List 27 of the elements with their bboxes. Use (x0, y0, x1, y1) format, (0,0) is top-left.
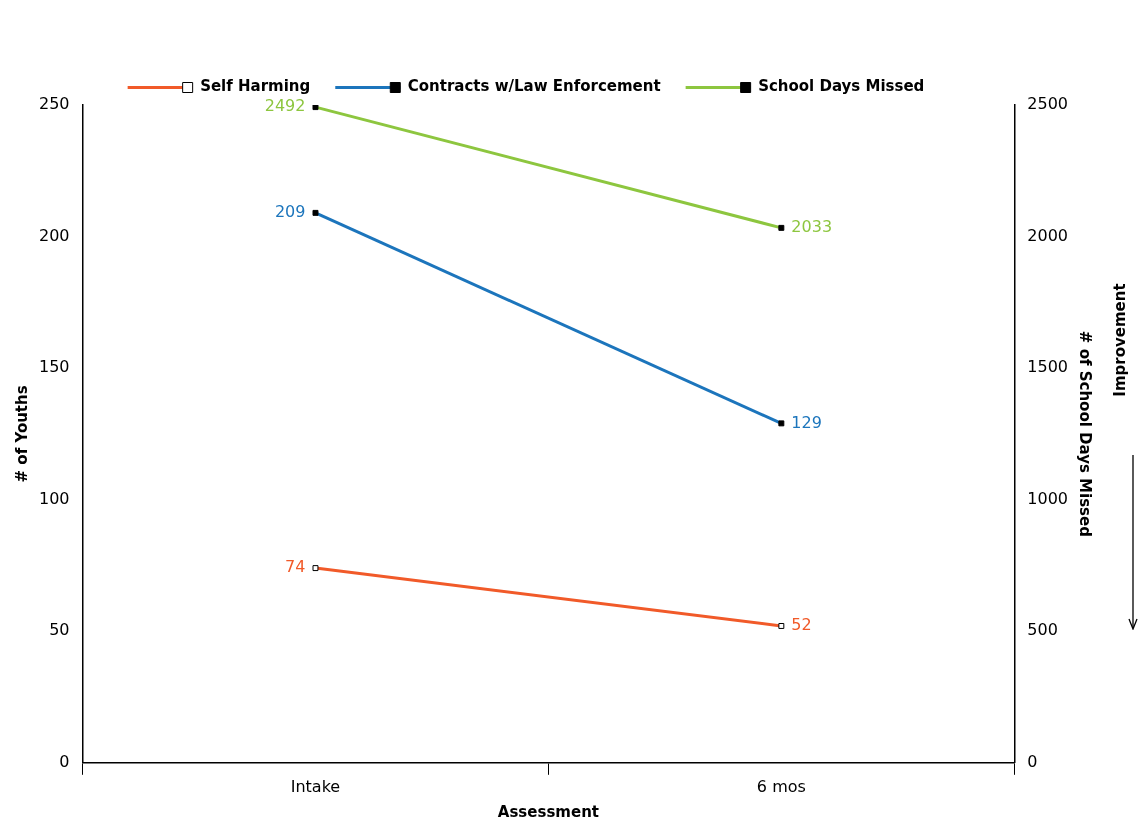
y2-tick-label: 0 (1027, 751, 1038, 771)
data-label: 74 (285, 557, 306, 577)
y-tick-label: 200 (38, 225, 70, 245)
text: Improvement (1111, 283, 1129, 397)
y-tick-label: 100 (38, 488, 70, 508)
y-axis-title: # of Youths (12, 385, 31, 483)
y2-axis-title: # of School Days Missed (1076, 330, 1095, 537)
y-tick-label: 50 (49, 620, 70, 640)
x-axis-title: Assessment (497, 802, 599, 821)
legend-label: Self Harming (200, 77, 311, 96)
data-label: 2033 (791, 217, 833, 237)
y2-tick-label: 1500 (1027, 357, 1068, 377)
y2-tick-label: 500 (1027, 620, 1058, 640)
data-label: 129 (791, 412, 822, 432)
y-tick-label: 150 (38, 357, 70, 377)
y2-tick-label: 2000 (1027, 225, 1068, 245)
legend-label: School Days Missed (758, 77, 925, 96)
y2-tick-label: 2500 (1027, 94, 1068, 114)
x-tick-label: 6 mos (756, 776, 806, 796)
y2-tick-label: 1000 (1027, 488, 1068, 508)
y-tick-label: 250 (38, 94, 70, 114)
y-tick-label: 0 (59, 751, 70, 771)
data-label: 52 (791, 615, 812, 635)
x-tick-label: Intake (290, 776, 341, 796)
data-label: 209 (274, 202, 306, 222)
data-label: 2492 (264, 96, 306, 116)
legend-label: Contracts w/Law Enforcement (407, 77, 661, 96)
